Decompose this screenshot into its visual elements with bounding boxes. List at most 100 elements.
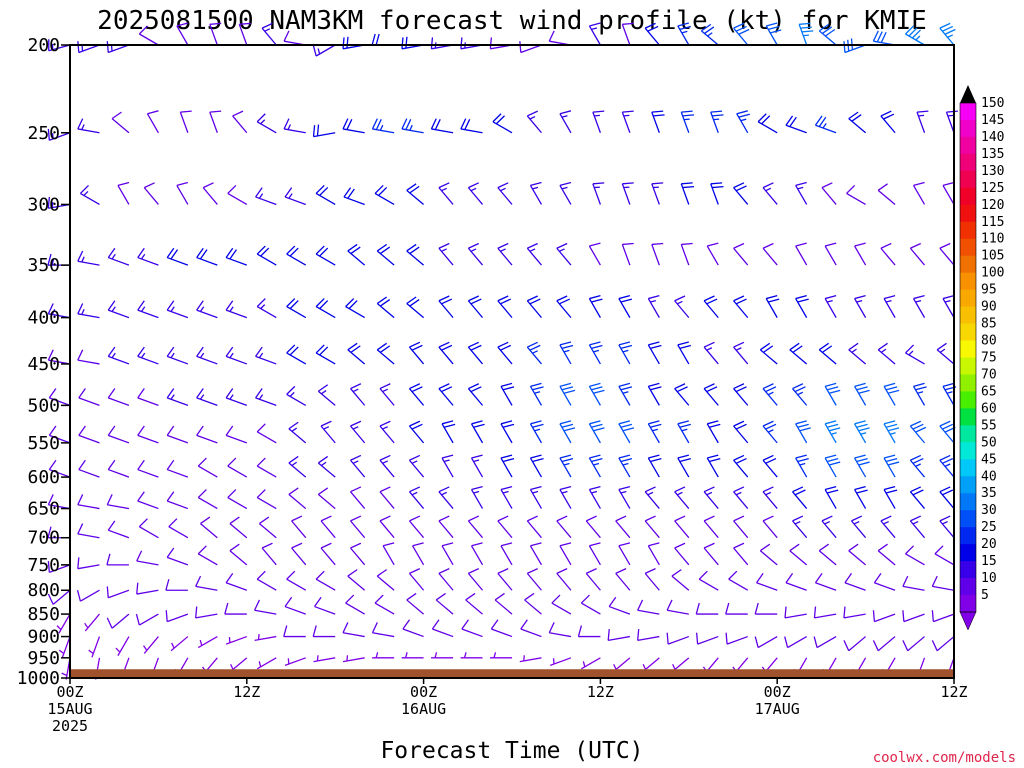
- barb-half-feather: [797, 186, 804, 190]
- barb-feather: [77, 303, 84, 315]
- barb-shaft: [877, 349, 896, 365]
- barb-feather: [703, 486, 715, 493]
- barb-feather: [209, 110, 222, 113]
- barb-feather: [593, 389, 605, 394]
- barb-feather: [725, 602, 730, 615]
- barb-shaft: [225, 309, 248, 319]
- wind-barb: [255, 187, 277, 206]
- barb-half-feather: [532, 490, 539, 494]
- barb-shaft: [795, 245, 808, 266]
- barb-shaft: [818, 349, 837, 365]
- wind-barb: [765, 22, 782, 46]
- barb-half-feather: [171, 642, 175, 649]
- wind-barb: [736, 110, 750, 134]
- wind-barb: [136, 582, 159, 595]
- wind-barb: [588, 542, 601, 566]
- barb-feather: [854, 420, 866, 425]
- barb-feather: [497, 341, 509, 348]
- wind-barb: [588, 242, 601, 266]
- barb-feather: [532, 457, 544, 463]
- barb-feather: [291, 515, 303, 522]
- wind-barb: [902, 636, 925, 652]
- barb-shaft: [874, 582, 896, 591]
- barb-shaft: [137, 500, 159, 510]
- colorbar-label: 110: [981, 232, 1004, 247]
- wind-barb: [883, 420, 900, 444]
- barb-shaft: [647, 344, 660, 365]
- barb-shaft: [939, 27, 955, 46]
- barb-shaft: [621, 24, 631, 46]
- barb-shaft: [225, 434, 248, 444]
- wind-barb: [376, 569, 395, 591]
- barb-feather: [520, 619, 528, 630]
- barb-shaft: [136, 560, 159, 566]
- barb-feather: [374, 184, 384, 194]
- wind-barb: [494, 592, 513, 615]
- barb-feather: [883, 485, 896, 491]
- barb-shaft: [286, 393, 307, 406]
- wind-barb: [883, 295, 896, 318]
- barb-shaft: [320, 520, 336, 539]
- barb-shaft: [549, 632, 572, 638]
- wind-barb: [872, 610, 896, 623]
- wind-barb: [288, 487, 307, 510]
- barb-shaft: [291, 547, 307, 566]
- colorbar-label: 20: [981, 537, 997, 552]
- barb-feather: [733, 242, 745, 249]
- barb-shaft: [903, 613, 925, 623]
- barb-half-feather: [289, 391, 295, 397]
- colorbar-cell: [960, 561, 976, 579]
- barb-shaft: [789, 550, 808, 566]
- barb-shaft: [916, 111, 926, 133]
- barb-feather: [880, 515, 892, 522]
- barb-shaft: [441, 545, 454, 566]
- barb-shaft: [401, 128, 424, 134]
- barb-shaft: [200, 523, 218, 539]
- barb-feather: [703, 341, 715, 348]
- wind-barb: [880, 110, 896, 134]
- barb-feather: [784, 606, 787, 618]
- barb-shaft: [559, 423, 572, 444]
- barb-shaft: [470, 457, 484, 478]
- barb-feather: [589, 341, 601, 346]
- barb-shaft: [350, 547, 366, 566]
- barb-feather: [913, 382, 925, 387]
- barb-feather: [430, 118, 437, 130]
- wind-barb: [111, 111, 130, 134]
- barb-feather: [548, 30, 555, 42]
- barb-feather: [650, 386, 662, 391]
- barb-feather: [854, 382, 866, 387]
- barb-feather: [696, 632, 699, 645]
- barb-shaft: [494, 599, 513, 615]
- barb-shaft: [460, 128, 483, 134]
- barb-feather: [438, 568, 450, 574]
- barb-feather: [176, 181, 189, 187]
- barb-feather: [735, 423, 747, 430]
- barb-feather: [320, 515, 332, 522]
- barb-feather: [379, 515, 391, 522]
- barb-feather: [733, 542, 745, 549]
- wind-barb: [818, 543, 837, 566]
- barb-shaft: [254, 609, 277, 615]
- wind-barb: [492, 113, 513, 134]
- barb-shaft: [438, 388, 454, 406]
- barb-shaft: [143, 636, 159, 654]
- barb-feather: [316, 124, 320, 136]
- barb-half-feather: [676, 300, 683, 305]
- barb-shaft: [588, 25, 601, 46]
- wind-barb: [77, 349, 100, 365]
- barb-shaft: [733, 187, 749, 205]
- colorbar-cell: [960, 238, 976, 257]
- wind-barb: [350, 454, 366, 478]
- barb-shaft: [406, 250, 425, 266]
- barb-half-feather: [534, 428, 541, 432]
- barb-feather: [818, 23, 830, 32]
- barb-half-feather: [860, 432, 867, 435]
- barb-feather: [795, 420, 807, 425]
- wind-barb: [588, 382, 605, 406]
- barb-shaft: [438, 491, 454, 509]
- y-tick-label: 700: [27, 528, 60, 549]
- y-tick-label: 950: [27, 648, 60, 669]
- barb-shaft: [467, 187, 484, 205]
- barb-feather: [674, 542, 686, 549]
